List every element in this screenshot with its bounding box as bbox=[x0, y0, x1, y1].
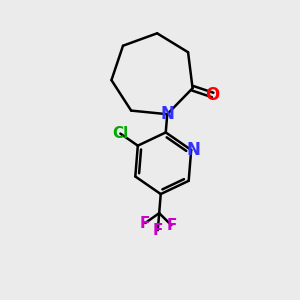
Text: Cl: Cl bbox=[112, 126, 128, 141]
Text: N: N bbox=[187, 141, 200, 159]
Text: F: F bbox=[153, 223, 163, 238]
Text: O: O bbox=[206, 86, 220, 104]
Text: F: F bbox=[166, 218, 176, 232]
Text: F: F bbox=[140, 215, 150, 230]
Text: N: N bbox=[160, 105, 174, 123]
